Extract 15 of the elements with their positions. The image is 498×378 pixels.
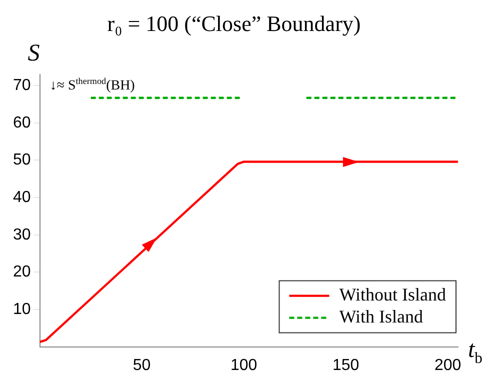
x-tick-label: 150 — [332, 356, 360, 374]
chart-title: r₀ = 100 (“Close” Boundary) — [107, 10, 361, 36]
y-tick-label: 70 — [13, 77, 31, 94]
legend-label: Without Island — [339, 284, 446, 305]
legend-label: With Island — [339, 306, 424, 327]
y-tick-label: 50 — [13, 152, 31, 169]
y-tick-label: 20 — [13, 264, 31, 281]
y-tick-label: 60 — [13, 114, 31, 132]
y-tick-label: 10 — [13, 300, 31, 318]
x-tick-label: 200 — [434, 356, 462, 374]
x-tick-label: 100 — [230, 356, 258, 374]
y-tick-label: 30 — [13, 226, 31, 244]
x-tick-label: 50 — [132, 356, 151, 374]
y-axis-title: S — [28, 40, 40, 66]
y-tick-label: 40 — [13, 188, 31, 206]
